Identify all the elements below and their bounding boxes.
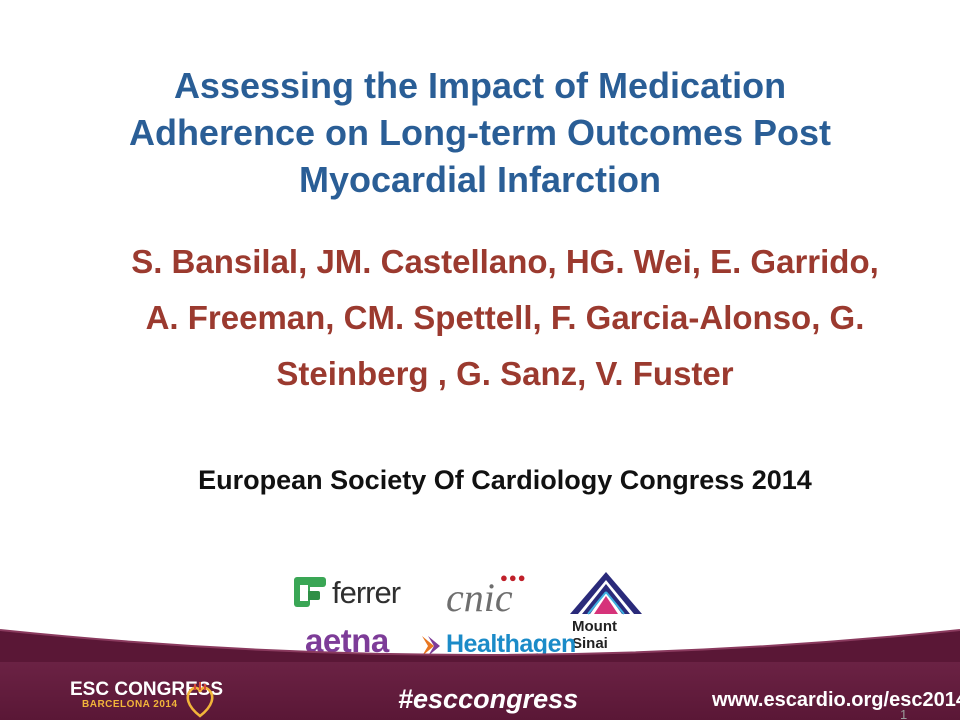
author-line: Steinberg , G. Sanz, V. Fuster	[276, 355, 734, 392]
ferrer-mark-icon	[294, 577, 326, 607]
title-line: Myocardial Infarction	[298, 159, 662, 200]
mount-sinai-mountain-icon	[570, 572, 642, 615]
esc-congress-name: ESC CONGRESS	[70, 679, 224, 700]
healthagen-logo: Healthagen	[418, 628, 576, 662]
mount-sinai-line: Sinai	[572, 635, 608, 652]
cnic-wordmark: cnic	[446, 575, 513, 620]
title-line: Assessing the Impact of Medication	[173, 65, 787, 106]
title-line: Adherence on Long-term Outcomes Post	[128, 112, 832, 153]
ferrer-wordmark: ferrer	[332, 575, 401, 610]
mount-sinai-line: Mount	[572, 618, 617, 635]
esc-congress-location: BARCELONA 2014	[82, 699, 178, 710]
slide-title: Assessing the Impact of Medication Adher…	[40, 62, 920, 203]
cnic-logo: ●●● cnic	[442, 570, 542, 620]
mount-sinai-wordmark: Mount Sinai	[572, 618, 617, 652]
event-hashtag: #esccongress	[398, 684, 579, 714]
author-line: S. Bansilal, JM. Castellano, HG. Wei, E.…	[131, 243, 879, 280]
mount-sinai-logo: Mount Sinai	[568, 570, 648, 656]
slide-number: 1	[900, 707, 908, 722]
ferrer-logo: ferrer	[292, 573, 412, 613]
footer-band	[0, 662, 960, 720]
event-url: www.escardio.org/esc2014	[712, 689, 960, 711]
healthagen-wordmark: Healthagen	[446, 630, 576, 658]
congress-name: European Society Of Cardiology Congress …	[198, 465, 812, 495]
author-line: A. Freeman, CM. Spettell, F. Garcia-Alon…	[145, 299, 865, 336]
author-list: S. Bansilal, JM. Castellano, HG. Wei, E.…	[60, 234, 950, 402]
esc-heart-icon	[186, 682, 214, 718]
cnic-dots-icon: ●●●	[500, 570, 527, 585]
healthagen-chevron-icon	[422, 636, 440, 656]
